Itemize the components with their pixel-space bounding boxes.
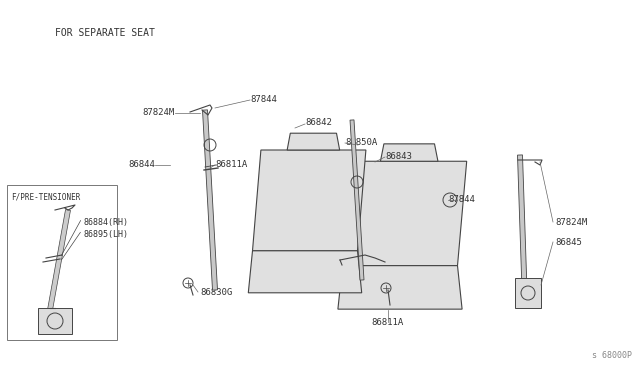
Polygon shape — [338, 266, 462, 309]
Bar — [7, 185, 117, 340]
Polygon shape — [253, 150, 366, 251]
Polygon shape — [380, 144, 438, 161]
Text: 86895(LH): 86895(LH) — [83, 230, 128, 239]
Text: 86811A: 86811A — [372, 318, 404, 327]
Polygon shape — [342, 161, 467, 266]
Polygon shape — [350, 120, 364, 280]
Text: FOR SEPARATE SEAT: FOR SEPARATE SEAT — [55, 28, 155, 38]
Bar — [38, 308, 72, 334]
Text: 87844: 87844 — [250, 95, 277, 104]
Polygon shape — [287, 133, 340, 150]
Polygon shape — [518, 155, 527, 305]
Text: 86811A: 86811A — [215, 160, 247, 169]
Text: 86884(RH): 86884(RH) — [83, 218, 128, 227]
Polygon shape — [47, 209, 70, 311]
Text: F/PRE-TENSIONER: F/PRE-TENSIONER — [11, 193, 81, 202]
Polygon shape — [248, 251, 362, 293]
Bar — [515, 278, 541, 308]
Text: 87844: 87844 — [448, 195, 475, 204]
Text: 86844: 86844 — [128, 160, 155, 169]
Text: 87824M: 87824M — [555, 218, 588, 227]
Text: 87824M: 87824M — [143, 108, 175, 117]
Text: s 68000P: s 68000P — [592, 351, 632, 360]
Text: 86842: 86842 — [305, 118, 332, 127]
Text: 87850A: 87850A — [345, 138, 377, 147]
Text: 86830G: 86830G — [200, 288, 232, 297]
Text: 86845: 86845 — [555, 238, 582, 247]
Polygon shape — [202, 110, 218, 290]
Text: 86843: 86843 — [385, 152, 412, 161]
